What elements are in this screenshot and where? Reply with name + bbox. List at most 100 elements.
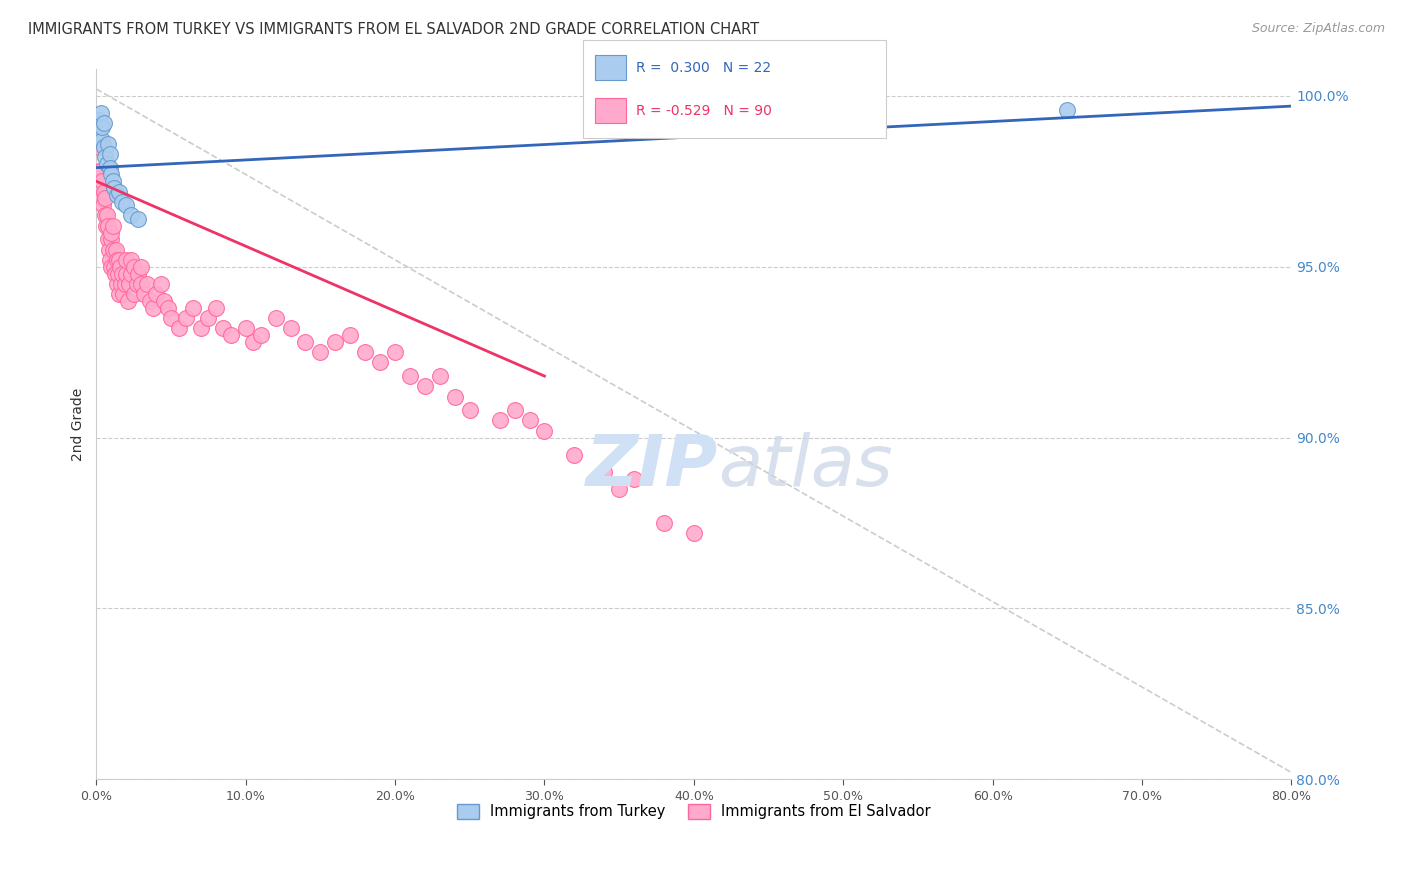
Point xyxy=(280,321,302,335)
Point xyxy=(444,390,467,404)
Point xyxy=(562,448,585,462)
Point xyxy=(145,287,167,301)
Point xyxy=(519,413,541,427)
Point xyxy=(212,321,235,335)
Point xyxy=(120,267,142,281)
Point xyxy=(93,140,115,154)
Point xyxy=(100,168,122,182)
Point xyxy=(325,334,347,349)
Point xyxy=(105,252,128,267)
Point xyxy=(105,277,128,291)
Point xyxy=(264,310,287,325)
Point xyxy=(429,369,451,384)
Point xyxy=(174,310,197,325)
Point xyxy=(94,191,117,205)
Point xyxy=(97,219,120,233)
Point xyxy=(399,369,422,384)
Point xyxy=(127,267,149,281)
Point xyxy=(87,164,110,178)
Point xyxy=(458,403,481,417)
Text: atlas: atlas xyxy=(717,432,893,501)
Point xyxy=(101,174,124,188)
Point xyxy=(249,328,271,343)
Point xyxy=(98,252,121,267)
Point xyxy=(122,287,145,301)
Point xyxy=(294,334,316,349)
Point xyxy=(87,129,110,144)
Point xyxy=(219,328,242,343)
Point xyxy=(607,482,630,496)
Point xyxy=(149,277,172,291)
Point xyxy=(682,526,704,541)
Point xyxy=(115,198,138,212)
Point xyxy=(111,194,134,209)
Point xyxy=(125,277,148,291)
Point xyxy=(593,465,616,479)
Point xyxy=(152,293,174,308)
Point xyxy=(101,243,124,257)
Point xyxy=(89,140,111,154)
Text: R = -0.529   N = 90: R = -0.529 N = 90 xyxy=(636,103,772,118)
Point xyxy=(111,267,134,281)
Point xyxy=(354,345,377,359)
Point xyxy=(115,252,138,267)
Point xyxy=(205,301,228,315)
Point xyxy=(93,209,115,223)
Legend: Immigrants from Turkey, Immigrants from El Salvador: Immigrants from Turkey, Immigrants from … xyxy=(451,798,936,825)
Point xyxy=(139,293,162,308)
Point xyxy=(136,277,159,291)
Point xyxy=(93,116,115,130)
Point xyxy=(100,232,122,246)
Point xyxy=(120,209,142,223)
Point xyxy=(122,260,145,274)
Point xyxy=(652,516,675,530)
Point xyxy=(91,133,114,147)
Point xyxy=(368,355,391,369)
Point xyxy=(114,277,136,291)
Point xyxy=(96,209,118,223)
Point xyxy=(98,161,121,175)
Point xyxy=(190,321,212,335)
Point xyxy=(488,413,510,427)
Text: ZIP: ZIP xyxy=(585,432,717,501)
Point xyxy=(120,252,142,267)
Point xyxy=(107,252,129,267)
Point xyxy=(91,198,114,212)
Point xyxy=(104,267,127,281)
Point xyxy=(101,219,124,233)
Point xyxy=(157,301,180,315)
Point xyxy=(104,243,127,257)
Point xyxy=(309,345,332,359)
Point xyxy=(533,424,555,438)
Point xyxy=(142,301,165,315)
Point xyxy=(503,403,526,417)
Point xyxy=(160,310,183,325)
Point xyxy=(167,321,190,335)
Point xyxy=(134,287,156,301)
Point xyxy=(94,219,117,233)
Point xyxy=(115,267,138,281)
Point xyxy=(90,191,112,205)
Y-axis label: 2nd Grade: 2nd Grade xyxy=(72,387,86,460)
Point xyxy=(97,136,120,151)
Point xyxy=(339,328,361,343)
Point xyxy=(103,260,125,274)
Text: R =  0.300   N = 22: R = 0.300 N = 22 xyxy=(636,61,770,75)
Point xyxy=(100,260,122,274)
Point xyxy=(110,277,132,291)
Point xyxy=(117,293,139,308)
Point xyxy=(98,147,121,161)
Point xyxy=(129,260,152,274)
Point xyxy=(100,226,122,240)
Point xyxy=(110,260,132,274)
Point xyxy=(183,301,205,315)
Point xyxy=(91,174,114,188)
Point xyxy=(107,185,129,199)
Point xyxy=(89,185,111,199)
Text: IMMIGRANTS FROM TURKEY VS IMMIGRANTS FROM EL SALVADOR 2ND GRADE CORRELATION CHAR: IMMIGRANTS FROM TURKEY VS IMMIGRANTS FRO… xyxy=(28,22,759,37)
Point xyxy=(91,120,114,134)
Point xyxy=(197,310,219,325)
Point xyxy=(623,472,645,486)
Point xyxy=(127,211,149,226)
Text: Source: ZipAtlas.com: Source: ZipAtlas.com xyxy=(1251,22,1385,36)
